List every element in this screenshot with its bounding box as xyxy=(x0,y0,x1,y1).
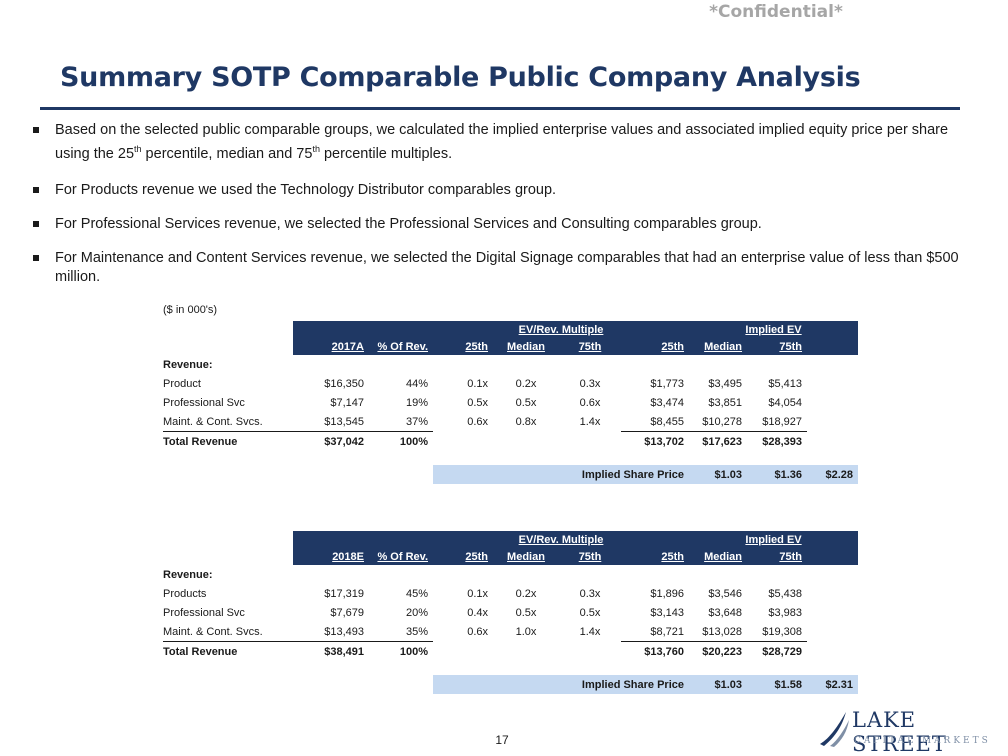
superscript: th xyxy=(134,144,142,154)
sail-logo-icon xyxy=(820,712,849,747)
col-header: 75th xyxy=(559,548,621,565)
share-price-label: Implied Share Price xyxy=(493,465,690,484)
table-row: Maint. & Cont. Svcs. $13,493 35% 0.6x 1.… xyxy=(163,625,803,638)
total-row: Total Revenue $37,042 100% $13,702 $17,6… xyxy=(163,431,858,451)
page-title: Summary SOTP Comparable Public Company A… xyxy=(60,62,861,93)
group-header-implied-ev: Implied EV xyxy=(689,531,859,548)
bullet-item: For Products revenue we used the Technol… xyxy=(30,181,975,200)
bullet-text: percentile, median and 75 xyxy=(141,145,313,162)
col-header: 2017A xyxy=(293,338,369,355)
col-header: 25th xyxy=(433,338,493,355)
confidential-label: *Confidential* xyxy=(709,2,843,22)
logo-subtext: CAPITAL MARKETS xyxy=(854,736,991,746)
bullet-item: Based on the selected public comparable … xyxy=(30,121,975,164)
col-header: 25th xyxy=(621,338,690,355)
group-header-multiple: EV/Rev. Multiple xyxy=(433,321,690,338)
units-note: ($ in 000's) xyxy=(163,304,218,316)
title-divider xyxy=(40,107,960,110)
col-header: 25th xyxy=(621,548,690,565)
col-header: Median xyxy=(493,338,559,355)
table-row: Product $16,350 44% 0.1x 0.2x 0.3x $1,77… xyxy=(163,377,803,390)
group-header-implied-ev: Implied EV xyxy=(689,321,859,338)
superscript: th xyxy=(312,144,320,154)
implied-share-price-row: Implied Share Price $1.03 $1.36 $2.28 xyxy=(163,465,859,484)
bullet-text: For Professional Services revenue, we se… xyxy=(55,215,762,232)
bullet-list: Based on the selected public comparable … xyxy=(30,121,975,287)
page-number: 17 xyxy=(495,733,509,747)
share-price-label: Implied Share Price xyxy=(493,675,690,694)
col-header: 75th xyxy=(559,338,621,355)
col-header: % Of Rev. xyxy=(369,548,433,565)
sotp-table-2018: EV/Rev. Multiple Implied EV 2018E % Of R… xyxy=(163,531,859,694)
bullet-text: Based on the selected public comparable … xyxy=(55,122,949,162)
col-header: Median xyxy=(493,548,559,565)
total-row: Total Revenue $38,491 100% $13,760 $20,2… xyxy=(163,641,858,661)
bullet-text: For Maintenance and Content Services rev… xyxy=(55,249,959,285)
implied-share-price-row: Implied Share Price $1.03 $1.58 $2.31 xyxy=(163,675,859,694)
table-row: Products $17,319 45% 0.1x 0.2x 0.3x $1,8… xyxy=(163,587,803,600)
table-row: Professional Svc $7,147 19% 0.5x 0.5x 0.… xyxy=(163,396,803,409)
col-header: 75th xyxy=(747,548,808,565)
group-header-multiple: EV/Rev. Multiple xyxy=(433,531,690,548)
col-header: Median xyxy=(689,548,748,565)
col-header: 25th xyxy=(433,548,493,565)
logo-text: LAKE STREET xyxy=(852,708,947,756)
col-header: Median xyxy=(689,338,748,355)
bullet-item: For Professional Services revenue, we se… xyxy=(30,215,975,234)
section-label: Revenue: xyxy=(163,358,213,371)
bullet-item: For Maintenance and Content Services rev… xyxy=(30,249,975,287)
company-logo: LAKE STREET CAPITAL MARKETS xyxy=(814,706,1004,756)
table-row: Professional Svc $7,679 20% 0.4x 0.5x 0.… xyxy=(163,606,803,619)
col-header: 75th xyxy=(747,338,808,355)
col-header: 2018E xyxy=(293,548,369,565)
sotp-table-2017: EV/Rev. Multiple Implied EV 2017A % Of R… xyxy=(163,321,859,484)
col-header: % Of Rev. xyxy=(369,338,433,355)
bullet-text: percentile multiples. xyxy=(319,145,453,162)
bullet-text: For Products revenue we used the Technol… xyxy=(55,181,557,198)
section-label: Revenue: xyxy=(163,568,213,581)
table-row: Maint. & Cont. Svcs. $13,545 37% 0.6x 0.… xyxy=(163,415,803,428)
